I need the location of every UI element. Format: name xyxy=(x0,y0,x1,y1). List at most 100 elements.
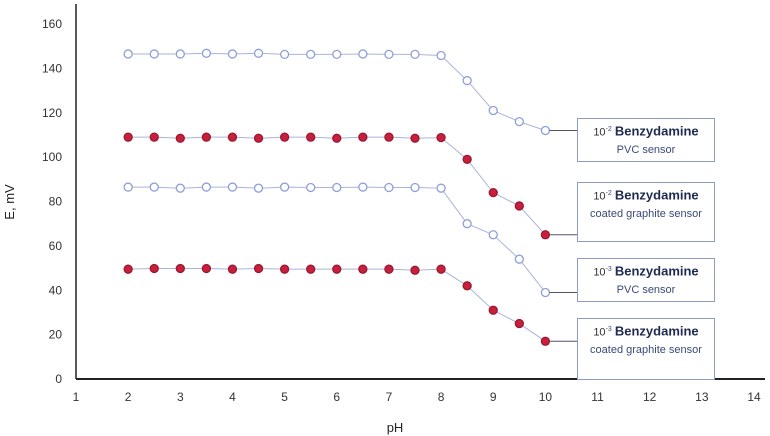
data-point xyxy=(332,133,342,143)
y-tick-label: 80 xyxy=(49,195,63,209)
data-point xyxy=(175,133,185,143)
data-point xyxy=(488,187,498,198)
legend-box: 10-2 Benzydamine PVC sensor xyxy=(577,118,715,162)
y-tick-label: 100 xyxy=(42,150,62,164)
x-tick-label: 11 xyxy=(591,390,604,404)
data-point xyxy=(384,264,394,274)
x-tick-label: 6 xyxy=(333,390,340,404)
data-point xyxy=(306,132,316,142)
data-point xyxy=(488,230,498,240)
data-point xyxy=(123,49,133,59)
data-point xyxy=(201,182,212,192)
data-point xyxy=(332,49,342,60)
legend-box: 10-3 Benzydamine coated graphite sensor xyxy=(577,318,715,380)
data-point xyxy=(253,48,264,58)
x-tick-label: 5 xyxy=(281,390,288,404)
legend-subtitle: PVC sensor xyxy=(616,283,676,296)
data-point xyxy=(279,264,290,274)
series-4 xyxy=(123,263,577,346)
x-tick-label: 4 xyxy=(229,390,236,404)
series-3 xyxy=(123,182,577,298)
data-point xyxy=(488,305,498,315)
data-point xyxy=(332,264,342,274)
data-point xyxy=(384,182,394,193)
x-axis-label: pH xyxy=(387,420,404,435)
data-point xyxy=(462,75,472,86)
data-point xyxy=(227,49,238,59)
data-point xyxy=(227,132,238,142)
data-point xyxy=(149,132,159,142)
x-tick-label: 12 xyxy=(643,390,657,404)
legend-box: 10-2 Benzydamine coated graphite sensor xyxy=(577,182,715,242)
data-point xyxy=(462,281,472,291)
legend-subtitle: coated graphite sensor xyxy=(590,207,702,220)
x-tick-label: 2 xyxy=(125,390,132,404)
x-tick-label: 3 xyxy=(177,390,184,404)
x-tick-label: 9 xyxy=(490,390,497,404)
legend-title: 10-2 Benzydamine xyxy=(593,123,699,139)
x-tick-label: 14 xyxy=(747,390,761,404)
y-tick-label: 120 xyxy=(42,106,62,120)
series-line xyxy=(128,186,546,293)
data-point xyxy=(358,132,368,142)
data-point xyxy=(227,264,238,274)
y-tick-label: 0 xyxy=(55,372,62,386)
data-point xyxy=(540,287,551,298)
data-point xyxy=(410,49,420,60)
y-tick-label: 140 xyxy=(42,61,62,75)
data-point xyxy=(306,264,316,274)
data-point xyxy=(384,132,394,142)
data-point xyxy=(514,201,524,211)
legend-title: 10-2 Benzydamine xyxy=(593,187,699,203)
data-point xyxy=(514,318,524,329)
data-point xyxy=(123,182,133,192)
data-point xyxy=(462,219,472,229)
data-point xyxy=(201,48,212,58)
y-tick-label: 20 xyxy=(49,328,63,342)
x-tick-label: 13 xyxy=(695,390,709,404)
data-point xyxy=(175,263,185,274)
data-point xyxy=(540,125,551,136)
data-point xyxy=(279,182,290,192)
y-tick-label: 60 xyxy=(49,239,63,253)
data-point xyxy=(175,49,185,59)
legend-title: 10-3 Benzydamine xyxy=(593,263,699,279)
series-1 xyxy=(123,48,577,136)
data-point xyxy=(462,154,472,164)
x-tick-label: 7 xyxy=(386,390,393,404)
legend-box: 10-3 Benzydamine PVC sensor xyxy=(577,258,715,302)
data-point xyxy=(540,336,551,346)
data-point xyxy=(540,230,551,240)
data-point xyxy=(306,49,316,60)
data-point xyxy=(201,132,212,142)
data-point xyxy=(332,182,342,193)
data-point xyxy=(279,132,290,142)
data-point xyxy=(123,264,133,274)
data-point xyxy=(306,182,316,193)
legend-subtitle: PVC sensor xyxy=(616,143,676,156)
legend-subtitle: coated graphite sensor xyxy=(590,343,702,356)
y-tick-label: 160 xyxy=(42,17,62,31)
x-tick-label: 10 xyxy=(539,390,553,404)
series-line xyxy=(128,52,546,131)
data-point xyxy=(514,254,524,264)
data-point xyxy=(358,182,368,192)
x-tick-label: 8 xyxy=(438,390,445,404)
data-point xyxy=(253,183,264,193)
data-point xyxy=(488,105,498,116)
data-point xyxy=(514,116,524,127)
series-2 xyxy=(123,132,577,240)
data-point xyxy=(201,263,212,274)
data-point xyxy=(149,49,159,59)
data-point xyxy=(410,133,420,143)
data-point xyxy=(253,133,264,143)
data-point xyxy=(149,182,159,192)
data-point xyxy=(410,265,420,275)
data-point xyxy=(436,50,446,61)
data-point xyxy=(279,49,290,60)
data-point xyxy=(123,132,133,142)
data-point xyxy=(227,182,238,192)
x-tick-label: 1 xyxy=(73,390,80,404)
data-point xyxy=(175,183,185,193)
